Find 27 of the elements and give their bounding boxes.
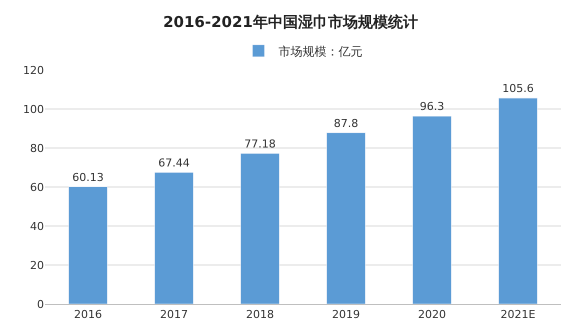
data-label: 77.18 <box>244 138 276 150</box>
y-tick-label: 60 <box>30 180 44 194</box>
y-tick-label: 120 <box>23 64 44 77</box>
x-tick-label: 2020 <box>418 308 446 322</box>
chart-title: 2016-2021年中国湿巾市场规模统计 <box>163 13 418 32</box>
y-tick-label: 0 <box>37 298 44 311</box>
y-tick-label: 20 <box>30 258 44 272</box>
x-tick-label: 2018 <box>246 308 274 322</box>
bar <box>498 98 538 304</box>
data-label: 60.13 <box>72 170 104 184</box>
bar <box>68 186 108 304</box>
data-label: 96.3 <box>420 100 444 114</box>
x-tick-label: 2017 <box>160 308 188 322</box>
y-tick-label: 40 <box>30 220 44 233</box>
bar <box>326 132 366 304</box>
x-tick-label: 2016 <box>74 308 102 322</box>
bar <box>240 153 280 304</box>
bar <box>154 172 194 304</box>
x-tick-label: 2021E <box>500 308 536 322</box>
bar <box>412 116 452 304</box>
data-label: 105.6 <box>502 82 534 96</box>
legend-label: 市场规模：亿元 <box>278 44 362 58</box>
data-label: 67.44 <box>158 156 190 170</box>
y-tick-label: 100 <box>23 102 44 116</box>
y-tick-label: 80 <box>30 142 44 155</box>
data-label: 87.8 <box>334 116 358 130</box>
x-tick-label: 2019 <box>332 308 360 322</box>
